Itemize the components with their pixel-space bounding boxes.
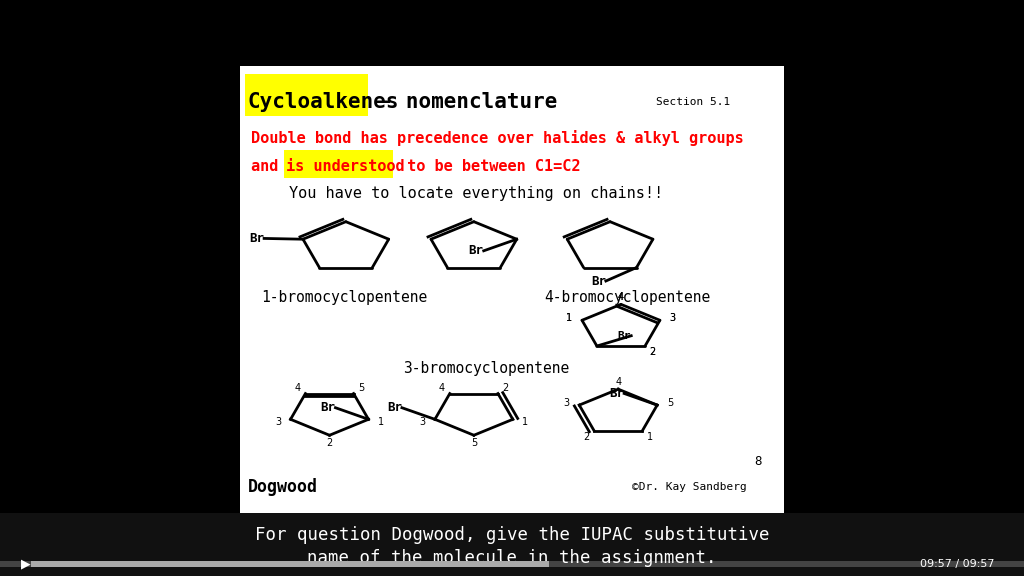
- FancyBboxPatch shape: [285, 150, 393, 178]
- Text: 3-bromocyclopentene: 3-bromocyclopentene: [403, 361, 569, 376]
- Bar: [31, 561, 549, 567]
- Text: 3: 3: [274, 416, 281, 427]
- Text: 2: 2: [650, 347, 656, 357]
- Text: 09:57 / 09:57: 09:57 / 09:57: [921, 559, 994, 569]
- FancyBboxPatch shape: [245, 74, 368, 116]
- Text: Br: Br: [469, 244, 483, 257]
- Text: 4-bromocyclopentene: 4-bromocyclopentene: [545, 290, 711, 305]
- Text: 2: 2: [650, 347, 656, 357]
- Text: 5: 5: [667, 398, 673, 408]
- Text: Double bond has precedence over halides & alkyl groups: Double bond has precedence over halides …: [251, 130, 743, 146]
- Text: 1: 1: [647, 432, 653, 442]
- Text: - nomenclature: - nomenclature: [368, 92, 557, 112]
- Text: 4: 4: [615, 377, 622, 386]
- Text: Br: Br: [617, 331, 631, 341]
- Text: 3: 3: [670, 313, 676, 323]
- Text: 1: 1: [566, 313, 572, 323]
- Text: For question Dogwood, give the IUPAC substitutive: For question Dogwood, give the IUPAC sub…: [255, 525, 769, 544]
- Text: 1: 1: [566, 313, 572, 323]
- Text: You have to locate everything on chains!!: You have to locate everything on chains!…: [289, 187, 663, 202]
- Text: 4: 4: [617, 292, 624, 302]
- Text: 3: 3: [419, 416, 425, 427]
- Text: Br: Br: [609, 387, 625, 400]
- Bar: [240, 66, 784, 513]
- Text: 4: 4: [617, 292, 624, 302]
- Text: 5: 5: [471, 438, 477, 448]
- Text: Br: Br: [249, 232, 264, 245]
- Text: 8: 8: [755, 455, 762, 468]
- Text: ©Dr. Kay Sandberg: ©Dr. Kay Sandberg: [632, 482, 746, 492]
- Bar: [0, 513, 1024, 576]
- Text: is understood: is understood: [286, 159, 404, 174]
- Text: 3: 3: [563, 398, 569, 408]
- Text: to be between C1=C2: to be between C1=C2: [397, 159, 581, 174]
- Text: Br: Br: [591, 275, 606, 287]
- Text: Br: Br: [387, 401, 401, 414]
- Text: 1: 1: [522, 416, 528, 427]
- Text: Section 5.1: Section 5.1: [655, 97, 730, 107]
- Text: 1-bromocyclopentene: 1-bromocyclopentene: [261, 290, 428, 305]
- Text: 1: 1: [378, 416, 384, 427]
- Text: ▶: ▶: [20, 558, 31, 570]
- Text: Br: Br: [321, 401, 336, 414]
- Text: and: and: [251, 159, 287, 174]
- Text: Cycloalkenes: Cycloalkenes: [248, 92, 399, 112]
- Bar: [0, 561, 1024, 567]
- Text: name of the molecule in the assignment.: name of the molecule in the assignment.: [307, 548, 717, 567]
- Text: 4: 4: [295, 382, 301, 392]
- Text: 2: 2: [327, 438, 333, 448]
- Text: 3: 3: [670, 313, 676, 323]
- Text: Dogwood: Dogwood: [248, 478, 317, 496]
- Text: 4: 4: [439, 382, 445, 392]
- Text: 2: 2: [584, 432, 590, 442]
- Text: 2: 2: [503, 382, 509, 392]
- Text: 5: 5: [358, 382, 365, 392]
